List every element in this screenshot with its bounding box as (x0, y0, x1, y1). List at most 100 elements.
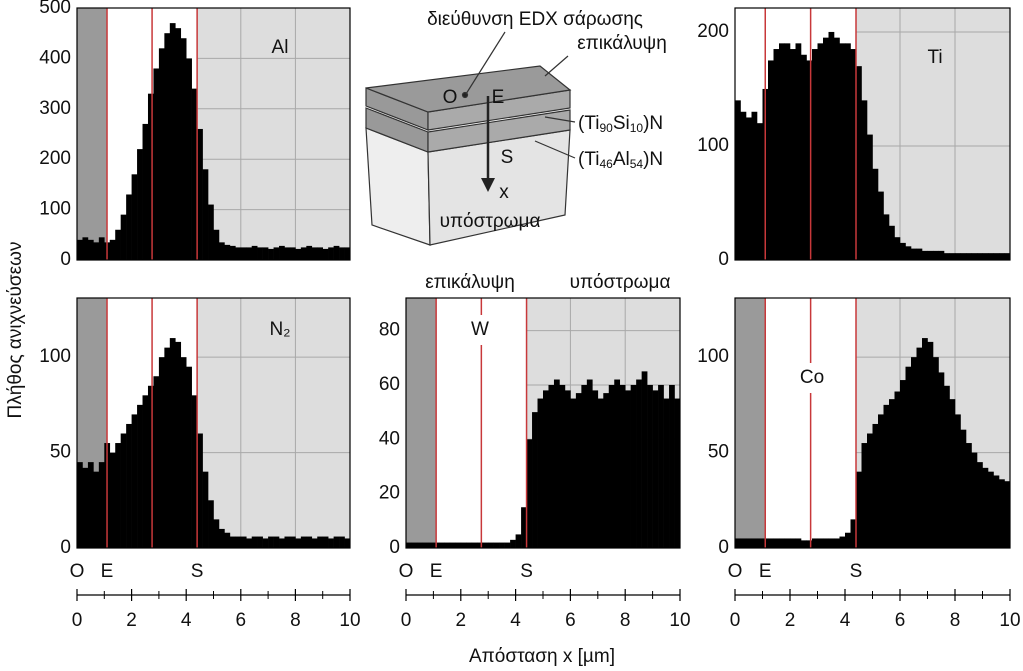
coating-label: επικάλυψη (577, 33, 667, 54)
bar (905, 366, 912, 548)
bar (746, 538, 752, 548)
bar (900, 242, 906, 260)
y-tick-label: 0 (718, 249, 729, 270)
bar (186, 366, 192, 548)
y-tick-label: 50 (50, 442, 71, 463)
bar (224, 244, 231, 260)
bar (740, 538, 747, 548)
bar (773, 49, 780, 260)
bar (246, 538, 253, 548)
bar (197, 128, 203, 260)
bar (213, 229, 220, 260)
bar (647, 384, 653, 548)
layer1-label: (Ti90Si10)N (578, 113, 663, 135)
bar (543, 390, 549, 548)
x-tick-label: 2 (456, 610, 467, 631)
x-tick-label: 0 (72, 610, 83, 631)
bar (262, 247, 269, 260)
bar (779, 43, 785, 260)
bar (131, 414, 138, 548)
bar (257, 536, 263, 548)
bar (322, 536, 329, 548)
bar (867, 134, 873, 260)
bar (768, 538, 774, 548)
x-tick-label: 0 (401, 610, 412, 631)
point-label: O (70, 561, 85, 582)
bar (493, 542, 500, 548)
bar (158, 48, 165, 260)
region (197, 298, 350, 548)
bar (115, 229, 121, 260)
bar (801, 540, 807, 548)
bar (322, 248, 329, 260)
bar (790, 538, 796, 548)
bar (845, 532, 851, 548)
bar (449, 542, 456, 548)
bar (153, 68, 160, 260)
bar (966, 443, 972, 548)
bar (93, 471, 100, 548)
bar (889, 399, 895, 548)
bar (109, 239, 116, 260)
bar (471, 542, 478, 548)
y-tick-label: 200 (697, 21, 729, 42)
bar (268, 536, 274, 548)
bar (153, 376, 160, 548)
bar (344, 538, 351, 548)
point-s: S (501, 147, 514, 168)
bar (186, 58, 192, 261)
bar (422, 542, 429, 548)
bar (999, 479, 1005, 548)
bar (521, 507, 527, 548)
bar (137, 404, 143, 548)
bar (197, 433, 203, 548)
bar (944, 253, 950, 260)
panel: 0 50 100 Co O E S 0 2 4 6 8 10 (697, 297, 1021, 631)
bar (938, 372, 945, 548)
y-tick-label: 80 (379, 320, 400, 341)
bar (773, 538, 780, 548)
bar (757, 538, 763, 548)
x-tick-label: 6 (895, 610, 906, 631)
bar (812, 538, 818, 548)
bar (751, 111, 758, 260)
bar (120, 214, 127, 260)
y-tick-label: 500 (39, 0, 71, 18)
bar (77, 462, 83, 548)
bar (669, 384, 675, 548)
bar (339, 536, 345, 548)
bar (180, 357, 187, 548)
arrow-head (481, 178, 495, 192)
bar (625, 390, 631, 548)
region (735, 298, 766, 548)
bar (878, 191, 884, 260)
bar (482, 542, 489, 548)
t: (Ti (578, 149, 599, 170)
bar (284, 247, 291, 260)
bar (922, 338, 928, 548)
bar (279, 245, 285, 260)
t: Al (613, 149, 630, 170)
bar (861, 100, 868, 260)
bar (499, 542, 505, 548)
bar (131, 174, 138, 260)
x-tick-label: 4 (181, 610, 192, 631)
y-tick-label: 50 (708, 442, 729, 463)
bar (202, 471, 209, 548)
bar (175, 341, 182, 548)
bar (147, 385, 154, 548)
plot-frame (76, 297, 351, 549)
panel-title: W (471, 319, 489, 340)
bar (515, 534, 522, 548)
bar (142, 395, 149, 548)
bar (169, 23, 176, 261)
point-x: x (499, 182, 509, 203)
point-label: S (520, 561, 533, 582)
bar (202, 169, 209, 260)
bar (526, 439, 533, 548)
point-e: E (492, 87, 505, 108)
bar (894, 391, 901, 548)
bar (240, 247, 247, 260)
t: 90 (599, 121, 613, 135)
